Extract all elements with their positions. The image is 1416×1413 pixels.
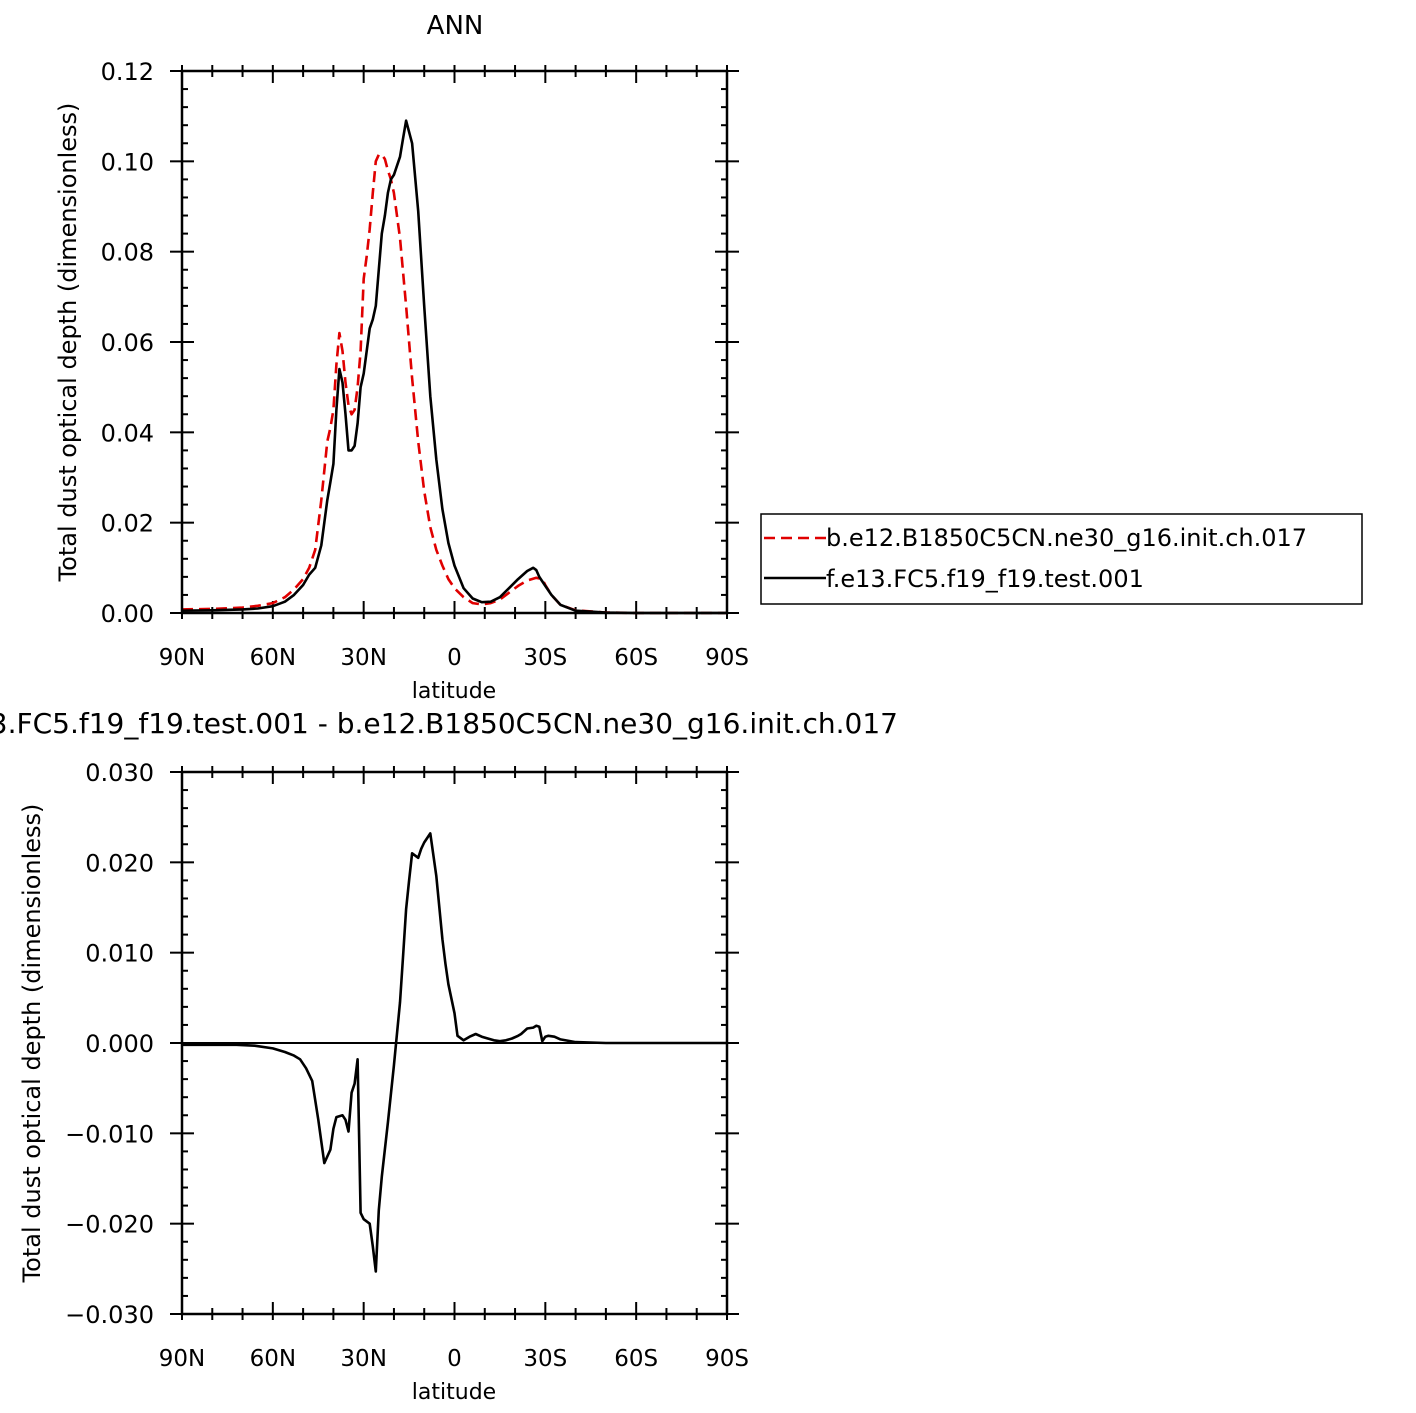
y-tick-label: −0.020 xyxy=(65,1211,154,1239)
panel-bottom-chart: f.e13.FC5.f19_f19.test.001 - b.e12.B1850… xyxy=(0,707,898,1405)
x-tick-label: 0 xyxy=(447,645,462,671)
x-tick-label: 60S xyxy=(614,1346,658,1372)
legend-label-f-e13: f.e13.FC5.f19_f19.test.001 xyxy=(826,565,1144,593)
y-tick-label: 0.04 xyxy=(101,419,154,447)
top-chart-xlabel: latitude xyxy=(412,679,496,704)
x-tick-label: 0 xyxy=(447,1346,462,1372)
series-line-second xyxy=(181,119,727,615)
y-tick-label: 0.010 xyxy=(85,940,154,968)
bottom-chart-xlabel: latitude xyxy=(412,1380,496,1405)
y-tick-label: 0.030 xyxy=(85,759,154,787)
y-tick-label: −0.030 xyxy=(65,1301,154,1329)
bottom-chart-title: f.e13.FC5.f19_f19.test.001 - b.e12.B1850… xyxy=(0,707,898,740)
y-tick-label: 0.10 xyxy=(101,148,154,176)
x-tick-label: 90N xyxy=(159,1346,205,1372)
series-line-first xyxy=(182,832,727,1273)
top-chart-ylabel: Total dust optical depth (dimensionless) xyxy=(54,103,82,583)
bottom-chart-marks: 90N 60N 30N 0 30S 60S 90S −0.030 −0.020 −0.010 0.0… xyxy=(65,759,749,1372)
x-tick-label: 30N xyxy=(340,645,386,671)
y-tick-label: 0.12 xyxy=(101,58,154,86)
x-tick-label: 60N xyxy=(250,1346,296,1372)
x-tick-label: 30S xyxy=(523,645,567,671)
x-tick-label: 30S xyxy=(523,1346,567,1372)
x-tick-label: 90N xyxy=(159,645,205,671)
legend-box xyxy=(760,513,1363,605)
top-chart-frame xyxy=(180,69,729,615)
bottom-chart-frame xyxy=(180,770,729,1316)
panel-top-chart: ANN 90N 60N 30N 0 30S 60S 90S 0.00 0.02 0.04 0.06 0… xyxy=(54,11,749,704)
y-tick-label: 0.08 xyxy=(101,239,154,267)
y-tick-label: 0.00 xyxy=(101,600,154,628)
y-tick-label: 0.06 xyxy=(101,329,154,357)
y-tick-label: 0.020 xyxy=(85,849,154,877)
y-tick-label: 0.02 xyxy=(101,510,154,538)
legend-label-b-e12: b.e12.B1850C5CN.ne30_g16.init.ch.017 xyxy=(826,524,1307,552)
y-tick-label: 0.000 xyxy=(85,1030,154,1058)
y-tick-label: −0.010 xyxy=(65,1120,154,1148)
x-tick-label: 60N xyxy=(250,645,296,671)
top-chart-marks: 90N 60N 30N 0 30S 60S 90S 0.00 0.02 0.04 0.06 0.08 0… xyxy=(101,58,749,671)
x-tick-label: 90S xyxy=(705,1346,749,1372)
x-tick-label: 30N xyxy=(340,1346,386,1372)
legend: b.e12.B1850C5CN.ne30_g16.init.ch.017 f.e… xyxy=(760,513,1363,605)
x-tick-label: 90S xyxy=(705,645,749,671)
x-tick-label: 60S xyxy=(614,645,658,671)
top-chart-title: ANN xyxy=(427,11,484,41)
bottom-chart-ylabel: Total dust optical depth (dimensionless) xyxy=(18,804,46,1284)
series-line-first xyxy=(181,153,727,615)
